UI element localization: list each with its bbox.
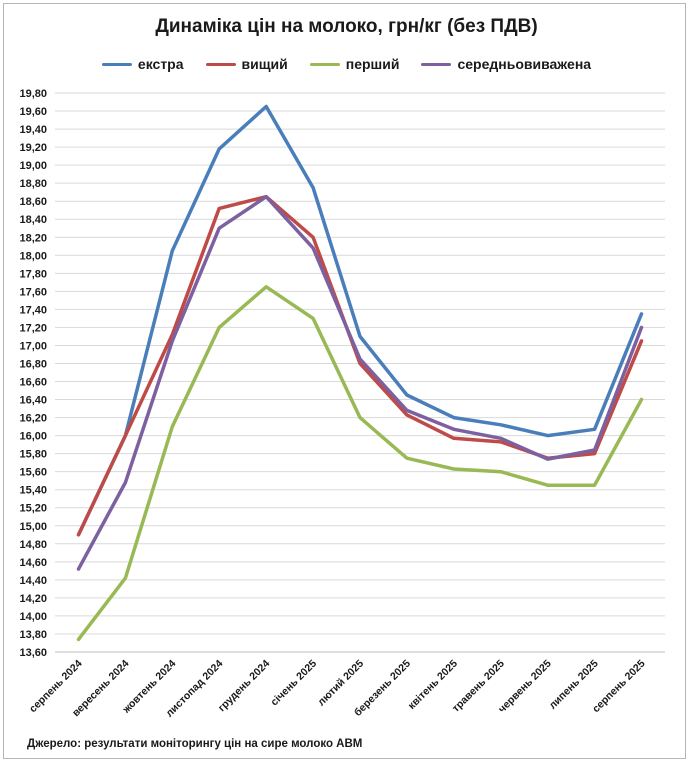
y-tick-label: 19,20 — [19, 142, 47, 154]
legend-label: екстра — [137, 56, 184, 72]
legend-swatch — [421, 62, 452, 66]
y-tick-label: 17,20 — [19, 322, 47, 334]
y-tick-label: 19,40 — [19, 124, 47, 136]
y-tick-label: 14,80 — [19, 539, 47, 551]
y-tick-label: 17,60 — [19, 286, 47, 298]
legend-item: перший — [309, 56, 400, 72]
y-tick-label: 13,80 — [19, 629, 47, 641]
y-tick-label: 16,40 — [19, 395, 47, 407]
series-line-середньовиважена — [76, 194, 644, 571]
x-tick-label: січень 2025 — [268, 658, 319, 709]
source-note: Джерело: результати моніторингу цін на с… — [27, 738, 363, 750]
y-tick-label: 17,80 — [19, 268, 47, 280]
chart-title: Динаміка цін на молоко, грн/кг (без ПДВ) — [155, 16, 538, 37]
legend-label: перший — [345, 56, 400, 72]
y-tick-label: 18,00 — [19, 250, 47, 262]
series-line-екстра — [76, 104, 644, 537]
y-tick-label: 13,60 — [19, 647, 47, 659]
y-tick-label: 16,00 — [19, 431, 47, 443]
y-tick-label: 17,00 — [19, 340, 47, 352]
gridlines — [55, 92, 665, 653]
y-tick-label: 18,40 — [19, 214, 47, 226]
y-tick-label: 14,00 — [19, 611, 47, 623]
y-tick-label: 19,00 — [19, 160, 47, 172]
legend-swatch — [309, 62, 340, 66]
legend-label: вищий — [241, 56, 288, 72]
y-tick-label: 15,40 — [19, 485, 47, 497]
y-tick-label: 18,20 — [19, 232, 47, 244]
y-tick-label: 17,40 — [19, 304, 47, 316]
y-tick-label: 14,20 — [19, 593, 47, 605]
y-tick-label: 16,80 — [19, 358, 47, 370]
x-tick-label: лютий 2025 — [315, 658, 366, 709]
y-tick-label: 14,40 — [19, 575, 47, 587]
y-tick-label: 19,80 — [19, 88, 47, 100]
legend-label: середньовиважена — [457, 56, 592, 72]
y-tick-label: 16,20 — [19, 413, 47, 425]
legend-swatch — [205, 62, 236, 66]
y-tick-label: 15,60 — [19, 467, 47, 479]
series-line-перший — [76, 285, 644, 642]
legend: екстра вищий перший середньовиважена — [0, 56, 693, 72]
legend-item: вищий — [205, 56, 288, 72]
series-lines — [76, 104, 644, 642]
y-axis-ticks: 13,60 13,80 14,00 14,20 14,40 14,60 14,80 15,00… — [19, 88, 47, 659]
y-tick-label: 18,60 — [19, 196, 47, 208]
y-tick-label: 15,80 — [19, 449, 47, 461]
y-tick-label: 15,20 — [19, 503, 47, 515]
y-tick-label: 18,80 — [19, 178, 47, 190]
y-tick-label: 14,60 — [19, 557, 47, 569]
y-tick-label: 19,60 — [19, 106, 47, 118]
y-tick-label: 16,60 — [19, 377, 47, 389]
legend-swatch — [101, 62, 132, 66]
legend-item: середньовиважена — [421, 56, 591, 72]
y-tick-label: 15,00 — [19, 521, 47, 533]
legend-item: екстра — [101, 56, 184, 72]
